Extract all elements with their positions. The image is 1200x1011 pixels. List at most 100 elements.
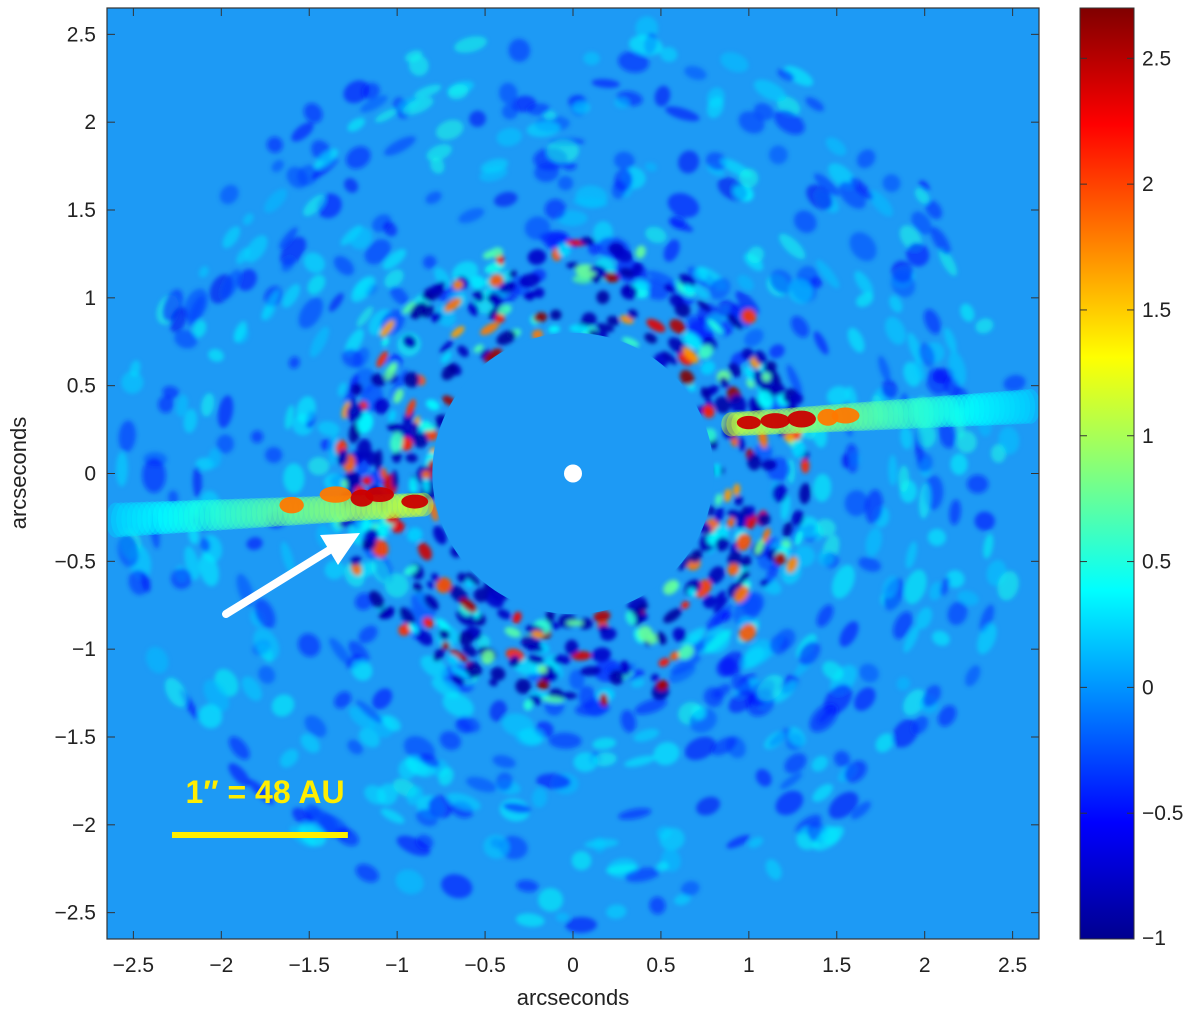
disk-segment [974,392,995,426]
speckle [966,474,989,494]
speckle [581,312,597,326]
speckle [244,235,268,263]
speckle [815,518,836,537]
speckle [850,801,871,820]
speckle [329,637,352,666]
speckle [794,545,815,567]
x-axis-label: arcseconds [517,985,630,1010]
speckle [737,274,754,291]
speckle [811,755,828,772]
speckle [814,173,840,197]
disk-segment [929,395,950,428]
speckle [816,259,840,289]
speckle [906,242,930,267]
speckle [242,213,254,225]
speckle [784,753,807,774]
speckle [490,247,504,258]
speckle [900,393,914,429]
speckle [402,97,434,115]
speckle [544,198,567,220]
speckle [774,109,805,135]
speckle [465,661,482,678]
plot-area [106,7,1040,940]
speckle [649,896,666,915]
pointer-arrow [222,533,360,618]
speckle [454,36,487,53]
speckle [343,80,370,104]
speckle [740,555,752,568]
speckle [965,665,981,687]
x-tick-label: 1.5 [822,954,851,977]
speckle [447,654,459,666]
speckle [441,351,452,364]
speckle [783,65,814,87]
speckle [769,367,782,388]
speckle [714,506,724,522]
colorbar-tick-label: −1 [1142,927,1166,950]
x-tick-label: −1 [385,954,409,977]
y-tick-label: 2.5 [67,23,96,46]
speckle [707,505,715,517]
disk-segment [868,400,889,431]
speckle [492,755,516,769]
speckle [452,279,464,291]
speckle [566,262,580,269]
speckle [798,516,819,539]
speckle [635,603,649,613]
disk-segment [210,499,231,531]
speckle [406,785,424,806]
speckle [913,359,926,381]
colorbar-tick-label: −0.5 [1142,802,1183,825]
disk-segment [173,500,194,533]
speckle [791,510,804,527]
speckle [168,490,179,505]
speckle [288,356,300,369]
disk-segment [979,392,1000,426]
speckle [300,733,320,753]
speckle [990,444,1006,463]
y-axis-ticks: −2.5 −2 −1.5 −1 −0.5 0 0.5 1 1.5 2 2.5 [55,23,1039,925]
speckle [142,458,166,493]
speckle [383,221,398,237]
speckle [480,158,509,173]
speckle [311,157,339,180]
speckle [589,266,605,273]
speckle [422,255,437,269]
speckle [654,85,671,107]
speckle [644,162,657,172]
speckle [882,174,901,193]
speckle [820,825,839,845]
speckle [997,571,1019,601]
speckle [715,536,729,552]
speckle [663,284,676,293]
speckle [198,266,209,278]
speckle [765,859,782,880]
disk-segment [184,500,205,533]
speckle [693,267,708,281]
speckle [634,279,650,291]
speckle [526,121,561,137]
speckle [669,651,681,661]
speckle [760,578,769,588]
speckle [371,557,390,584]
speckle [727,313,743,330]
speckle [388,409,397,423]
speckle [292,807,313,826]
speckle [975,318,994,334]
speckle [813,331,829,355]
colorbar-tick-label: 2 [1142,173,1154,196]
speckle [337,382,347,397]
speckle [188,525,199,545]
speckle [591,647,611,662]
speckle [451,675,465,686]
speckle [473,289,485,303]
speckle [489,700,507,722]
speckle [499,82,518,104]
speckle [930,226,951,255]
speckle [620,284,638,300]
speckle [903,689,926,716]
speckle [777,69,795,82]
speckle [409,477,418,495]
speckle [282,283,301,308]
y-tick-label: −2 [72,814,96,837]
